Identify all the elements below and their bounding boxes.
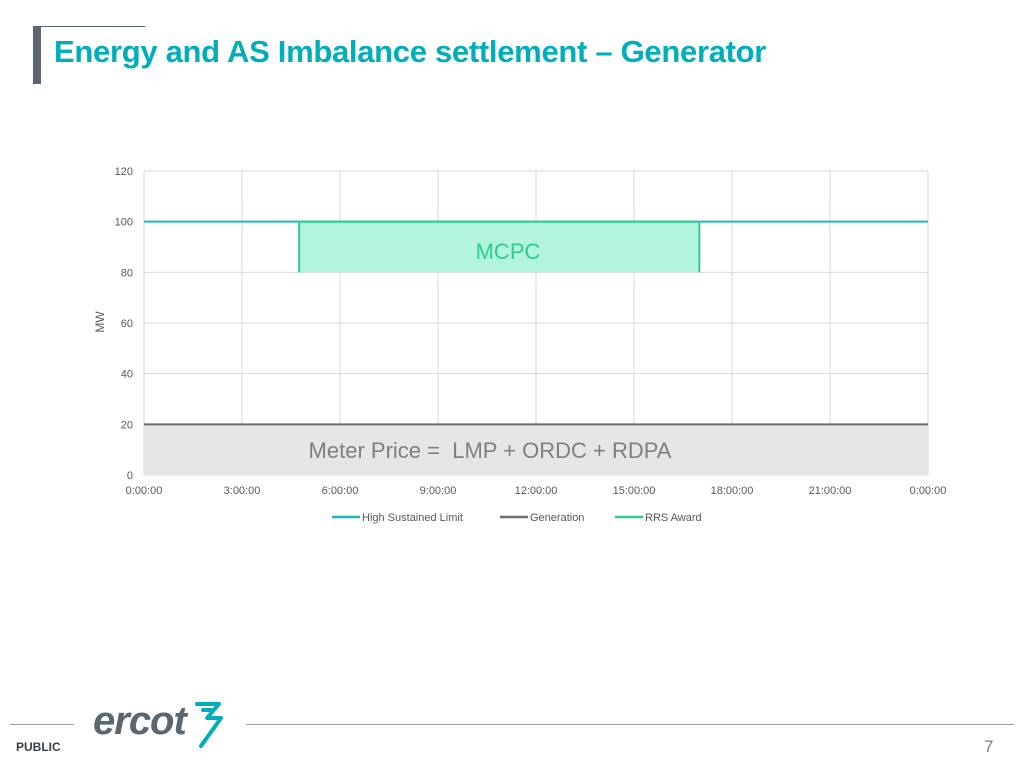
x-tick-label: 15:00:00 [613,485,656,497]
rrs-award-fill [299,221,700,273]
x-tick-label: 18:00:00 [711,485,754,497]
footer-public-label: PUBLIC [16,740,61,754]
y-tick-label: 120 [115,166,133,178]
slide-title: Energy and AS Imbalance settlement – Gen… [54,34,767,69]
x-tick-label: 6:00:00 [322,485,359,497]
legend-label: Generation [530,512,584,524]
x-tick-labels: 0:00:00 3:00:00 6:00:00 9:00:00 12:00:00 15:0… [126,485,947,497]
legend-label: RRS Award [645,512,702,524]
y-tick-label: 40 [121,369,133,381]
meter-price-annotation: Meter Price = LMP + ORDC + RDPA [309,438,672,463]
ercot-logo: ercot [93,699,223,748]
x-tick-label: 0:00:00 [910,485,947,497]
y-axis-label: MW [93,311,107,333]
x-tick-label: 3:00:00 [224,485,261,497]
logo-wordmark: ercot [93,699,188,743]
y-tick-labels: 0 20 40 60 80 100 120 [115,166,133,482]
x-tick-label: 21:00:00 [809,485,852,497]
y-tick-label: 20 [121,419,133,431]
series-lines [144,220,928,426]
title-top-line [41,26,145,27]
y-tick-label: 80 [121,267,133,279]
x-tick-label: 12:00:00 [515,485,558,497]
footer-left-line [10,724,74,725]
series-line-2 [298,220,701,273]
mcpc-annotation: MCPC [476,239,541,264]
chart: 0 20 40 60 80 100 120 0:00:00 3:00:00 6:00:00 9:0… [93,166,947,524]
x-tick-label: 0:00:00 [126,485,163,497]
y-tick-label: 0 [127,470,133,482]
generation-fill [144,424,928,475]
footer-right-line [246,724,1014,725]
y-tick-label: 60 [121,318,133,330]
page-number: 7 [984,737,994,756]
y-tick-label: 100 [115,217,133,229]
title-accent-bar [33,26,41,84]
logo-mark-icon [195,702,223,748]
x-tick-label: 9:00:00 [420,485,457,497]
fill-bands [144,221,928,475]
legend-label: High Sustained Limit [362,512,463,524]
legend: High Sustained Limit Generation RRS Award [332,512,702,524]
